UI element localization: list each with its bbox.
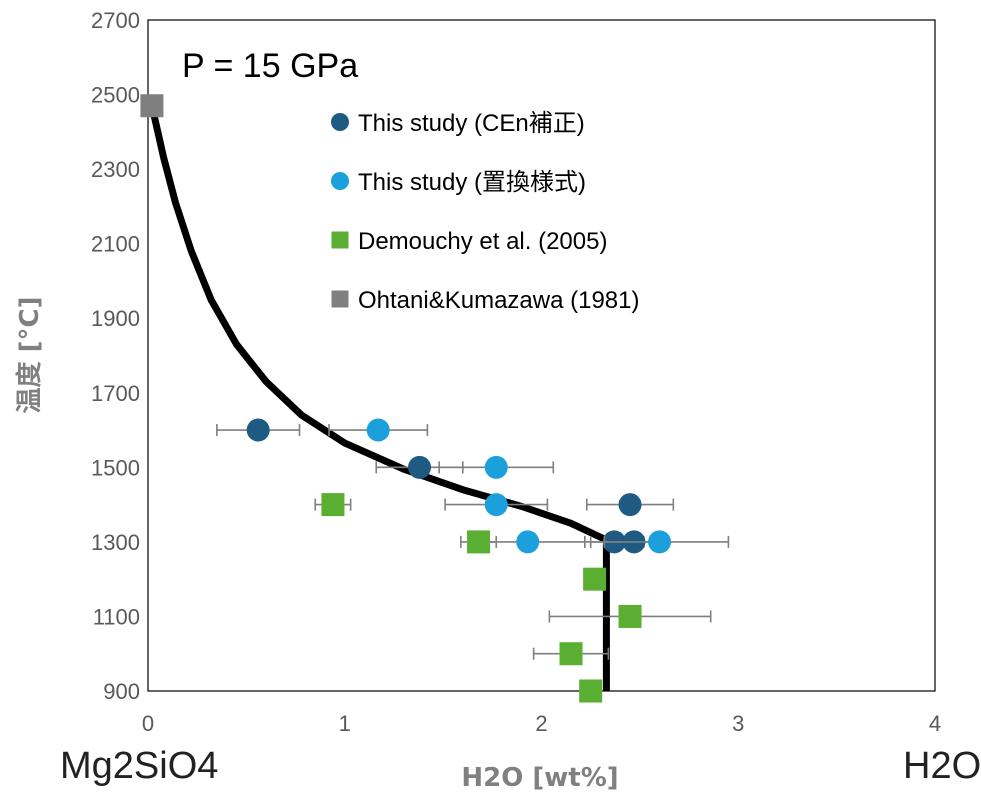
x-axis-title: H2O [wt%]: [461, 763, 618, 793]
data-point-circle: [516, 530, 540, 554]
curve-line: [148, 104, 610, 691]
legend: This study (CEn補正) This study (置換様式) Demou…: [331, 110, 639, 314]
x-end-label-left: Mg2SiO4: [60, 745, 218, 787]
data-point-circle: [246, 418, 270, 442]
y-tick-label: 1500: [91, 455, 140, 480]
data-point-square: [140, 94, 164, 118]
data-point-circle: [484, 493, 508, 517]
x-tick-label: 0: [142, 711, 154, 736]
y-axis-ticks: 900 1100 1300 1500 1700 1900 2100 2300 2500 2700: [91, 8, 140, 704]
legend-marker: [331, 231, 349, 249]
data-points: [140, 94, 730, 703]
legend-label: This study (CEn補正): [358, 110, 585, 137]
y-tick-label: 1100: [93, 604, 140, 629]
data-point-square: [321, 493, 345, 517]
y-tick-label: 2500: [91, 83, 140, 108]
x-end-label-right: H2O: [903, 745, 981, 787]
data-point-circle: [366, 418, 390, 442]
data-point-square: [618, 604, 642, 628]
y-tick-label: 2300: [91, 157, 140, 182]
y-tick-label: 1900: [91, 306, 140, 331]
x-axis-ticks: 0 1 2 3 4: [142, 711, 941, 736]
legend-label: This study (置換様式): [358, 169, 586, 196]
data-point-square: [579, 679, 603, 703]
data-point-circle: [648, 530, 672, 554]
plot-area: [147, 19, 936, 692]
legend-label: Demouchy et al. (2005): [358, 228, 607, 255]
data-point-circle: [408, 455, 432, 479]
data-point-circle: [484, 455, 508, 479]
x-tick-label: 4: [929, 711, 941, 736]
legend-marker: [331, 172, 349, 190]
legend-label: Ohtani&Kumazawa (1981): [358, 287, 639, 314]
x-tick-label: 2: [535, 711, 547, 736]
y-tick-label: 2100: [91, 232, 140, 257]
data-point-square: [583, 567, 607, 591]
y-axis-title: 温度 [°C]: [14, 297, 45, 414]
y-tick-label: 1300: [91, 530, 140, 555]
x-tick-label: 3: [732, 711, 744, 736]
phase-curve: [148, 104, 610, 691]
y-tick-label: 1700: [91, 381, 140, 406]
data-point-circle: [618, 493, 642, 517]
pressure-annotation: P = 15 GPa: [182, 47, 358, 85]
x-tick-label: 1: [339, 711, 351, 736]
data-point-square: [559, 642, 583, 666]
legend-marker: [331, 113, 349, 131]
y-tick-label: 900: [103, 679, 140, 704]
legend-marker: [331, 290, 349, 308]
data-point-square: [467, 530, 491, 554]
y-tick-label: 2700: [91, 8, 140, 33]
